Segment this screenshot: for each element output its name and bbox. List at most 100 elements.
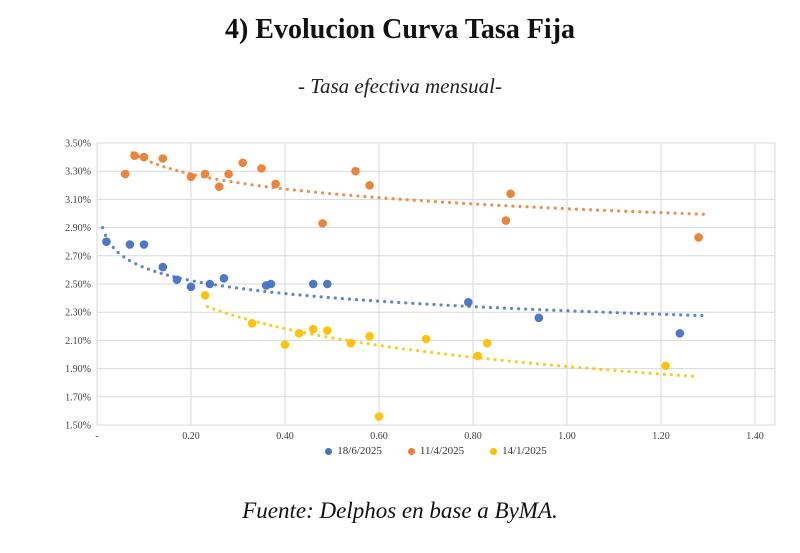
trend-dot [507, 359, 511, 363]
trend-dot [212, 307, 216, 311]
chart-legend: 18/6/2025 11/4/2025 14/1/2025 [97, 445, 775, 457]
data-point [506, 189, 515, 199]
trend-dot [338, 337, 342, 341]
trend-dot [567, 207, 571, 211]
trend-dot [497, 203, 501, 207]
trend-dot [354, 298, 359, 302]
trend-dot [292, 188, 296, 192]
data-point [365, 331, 374, 341]
trend-dot [127, 258, 132, 263]
trend-dot [342, 193, 346, 197]
trend-dot [559, 308, 563, 313]
x-tick-label: 0.20 [182, 431, 200, 442]
trend-dot [146, 267, 151, 271]
trend-dot [657, 312, 662, 316]
x-tick-label: 0.60 [370, 431, 388, 442]
trend-dot [149, 160, 153, 164]
data-point [125, 240, 135, 249]
chart-title: 4) Evolucion Curva Tasa Fija [224, 14, 576, 45]
trend-dot [458, 354, 462, 358]
trend-dot [237, 315, 241, 319]
trend-dot [652, 210, 656, 214]
data-point [661, 361, 670, 371]
trend-dot [693, 313, 697, 317]
trend-dot [101, 225, 105, 230]
trend-dot [356, 194, 360, 198]
trend-dot [524, 307, 528, 311]
data-point [346, 338, 356, 348]
trend-dot [474, 305, 478, 309]
trend-dot [486, 357, 490, 361]
trend-dot [405, 198, 409, 202]
trend-dot [340, 296, 344, 301]
y-tick-label: 3.50% [65, 139, 91, 150]
trend-dot [335, 192, 339, 196]
data-point [482, 338, 492, 348]
trend-dot [162, 165, 166, 169]
trend-dot [426, 199, 430, 203]
trend-dot [594, 310, 598, 314]
data-point [271, 179, 280, 189]
trend-dot [669, 373, 673, 377]
trend-dot [516, 307, 521, 311]
trend-dot [361, 298, 366, 302]
data-point [374, 412, 384, 421]
trend-dot [566, 309, 570, 313]
data-point [280, 340, 290, 349]
trend-dot [192, 279, 196, 283]
trend-dot [319, 295, 323, 299]
trend-dot [270, 290, 274, 294]
data-point [473, 351, 483, 361]
trend-dot [531, 307, 535, 311]
trend-dot [465, 354, 469, 359]
trend-dot [153, 269, 157, 273]
trend-dot [549, 363, 554, 367]
trend-dot [643, 312, 648, 316]
trend-dot [509, 306, 514, 311]
trend-dot [249, 288, 253, 292]
data-point [130, 151, 139, 160]
legend-marker-icon [407, 447, 415, 455]
trend-dot [306, 189, 311, 194]
trend-dot [545, 308, 549, 312]
trend-dot [476, 202, 480, 206]
trend-dot [263, 289, 267, 294]
trend-dot [317, 333, 321, 338]
trend-dot [185, 278, 189, 282]
trend-dot [440, 200, 445, 204]
trend-dot [560, 206, 564, 211]
trend-dot [581, 207, 586, 212]
trend-dot [175, 168, 179, 173]
trend-dot [181, 170, 185, 174]
trend-dot [394, 346, 398, 350]
trend-dot [383, 299, 387, 304]
trend-dot [690, 374, 695, 378]
trend-dot [305, 294, 309, 298]
data-point [158, 154, 168, 163]
trend-dot [303, 331, 307, 335]
trend-dot [326, 295, 330, 300]
trend-dot [205, 305, 210, 309]
trend-dot [439, 303, 443, 307]
trend-dot [460, 304, 464, 308]
trend-dot [571, 365, 575, 369]
trend-dot [514, 360, 518, 364]
legend-label: 18/6/2025 [337, 445, 382, 457]
y-tick-label: 2.30% [65, 308, 91, 319]
data-point [421, 334, 431, 344]
y-tick-label: 1.50% [65, 421, 91, 432]
trend-dot [627, 370, 631, 374]
trend-dot [277, 291, 281, 295]
trend-dot [368, 299, 373, 303]
trend-dot [641, 371, 645, 375]
trend-dot [585, 366, 589, 370]
trend-dot [483, 202, 487, 207]
y-tick-label: 2.50% [65, 280, 91, 291]
trend-dot [580, 309, 584, 313]
data-point [257, 164, 266, 173]
x-tick-label: - [95, 431, 98, 442]
source-note: Fuente: Delphos en base a ByMA. [242, 498, 558, 523]
trend-dot [116, 250, 120, 255]
trend-dot [444, 352, 448, 356]
trend-dot [380, 344, 384, 348]
